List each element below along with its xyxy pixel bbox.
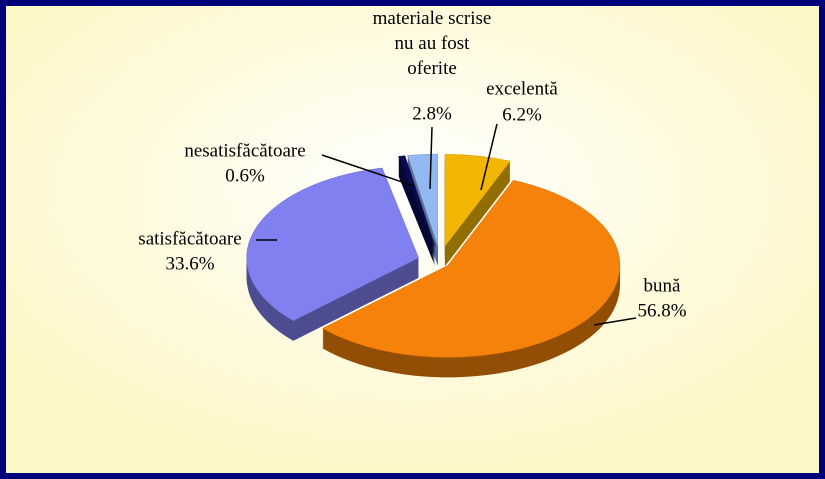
category-label: bună <box>644 275 682 296</box>
slice-side <box>398 158 436 250</box>
value-label: 2.8% <box>412 103 452 124</box>
leader-line <box>321 154 415 187</box>
slice-side <box>398 175 436 267</box>
value-label: 6.2% <box>502 104 542 125</box>
slice-side <box>398 173 436 265</box>
slice-side <box>398 163 436 255</box>
leader-line <box>480 123 498 191</box>
slice-side <box>398 162 436 254</box>
slice <box>444 154 511 248</box>
category-label: excelentă <box>486 78 558 99</box>
slice-side <box>398 174 436 266</box>
slice-side <box>398 172 436 264</box>
slice-side <box>398 169 436 261</box>
category-label: materiale scrise nu au fost oferite <box>372 8 492 79</box>
slice <box>398 155 436 247</box>
slice-side <box>398 157 436 249</box>
slice-side <box>398 159 436 251</box>
pie <box>246 153 621 378</box>
value-label: 56.8% <box>637 300 686 321</box>
category-label-box: materiale scrise nu au fost oferite <box>372 8 492 79</box>
slice-side <box>398 168 436 260</box>
labels: excelentă 6.2% bună 56.8% satisfăcătoare 33.6… <box>138 8 687 326</box>
leader-line <box>593 317 637 326</box>
slice <box>246 167 419 322</box>
slice-side <box>398 167 436 259</box>
slice-side <box>398 165 436 257</box>
slice-side <box>398 166 436 258</box>
category-label: satisfăcătoare <box>138 228 241 249</box>
slice <box>321 180 621 358</box>
slice-side <box>398 164 436 256</box>
slice-side <box>398 171 436 263</box>
category-label: nesatisfăcătoare <box>184 140 305 161</box>
leader-line <box>429 126 433 190</box>
value-label: 0.6% <box>225 165 265 186</box>
slice-side <box>398 170 436 262</box>
value-label: 33.6% <box>165 253 214 274</box>
